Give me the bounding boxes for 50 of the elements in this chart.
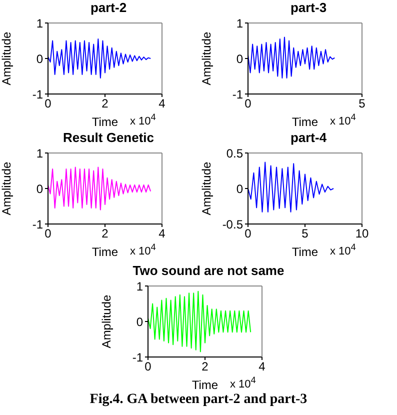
y-tick-label: 1 — [36, 146, 44, 160]
y-tick-label: -1 — [32, 87, 44, 102]
y-tick-label: -0.5 — [222, 217, 244, 232]
x-tick-label: 2 — [102, 96, 109, 111]
y-axis-title: Amplitude — [99, 294, 114, 348]
x-tick-label: 4 — [158, 96, 166, 111]
line-series — [48, 38, 152, 79]
text: x 10$^{4}$ — [330, 242, 356, 258]
text: x 10$^{4}$ — [130, 242, 156, 258]
x-tick-label: 4 — [158, 226, 166, 241]
y-tick-label: 1 — [36, 16, 44, 30]
x-tick-label: 4 — [258, 360, 266, 374]
y-axis-title: Amplitude — [0, 162, 14, 216]
y-tick-label: 0 — [236, 52, 244, 66]
y-tick-label: -1 — [232, 87, 244, 102]
y-tick-label: 0.5 — [226, 146, 244, 160]
y-tick-label: 0 — [36, 182, 44, 196]
x-tick-label: 10 — [355, 226, 369, 241]
caption: Fig.4. GA between part-2 and part-3 — [88, 392, 308, 408]
x-tick-label: 5 — [302, 226, 309, 241]
line-series — [148, 290, 252, 352]
x-axis-title: Time — [292, 245, 318, 259]
line-series — [248, 36, 336, 79]
text: x 10$^{4}$ — [230, 375, 256, 391]
chart-title: Result Genetic — [62, 130, 156, 146]
y-tick-label: 0 — [236, 182, 244, 196]
line-series — [248, 162, 334, 212]
x-tick-label: 2 — [102, 226, 109, 241]
y-tick-label: -1 — [132, 350, 144, 364]
chart-title: part-4 — [289, 130, 328, 146]
y-axis-title: Amplitude — [199, 162, 214, 216]
chart-title: part-2 — [89, 0, 128, 16]
x-axis-title: Time — [92, 115, 118, 129]
x-axis-title: Time — [292, 115, 318, 129]
x-tick-label: 2 — [202, 360, 209, 374]
y-tick-label: 1 — [236, 16, 244, 30]
y-tick-label: 0 — [136, 314, 144, 329]
y-tick-label: -1 — [32, 217, 44, 232]
chart-title: part-3 — [289, 0, 328, 16]
text: x 10$^{4}$ — [330, 112, 356, 128]
x-tick-label: 5 — [358, 96, 366, 111]
x-axis-title: Time — [92, 245, 118, 259]
text: x 10$^{4}$ — [130, 112, 156, 128]
y-tick-label: 1 — [136, 279, 144, 294]
line-series — [48, 166, 152, 210]
y-tick-label: 0 — [36, 52, 44, 66]
x-axis-title: Time — [192, 378, 218, 392]
y-axis-title: Amplitude — [199, 32, 214, 86]
y-axis-title: Amplitude — [0, 32, 14, 86]
chart-title: Two sound are not same — [132, 263, 286, 279]
